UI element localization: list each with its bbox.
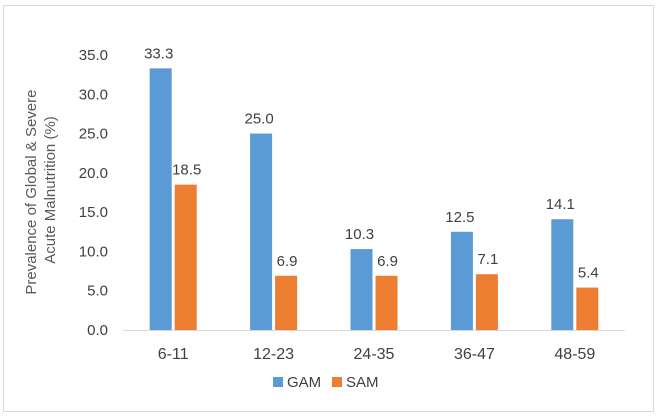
data-label-sam: 7.1	[477, 251, 498, 268]
bar-sam	[375, 275, 398, 330]
bar-gam	[149, 68, 172, 330]
y-tick-label: 20.0	[79, 165, 108, 182]
chart-frame	[3, 5, 654, 412]
data-label-gam: 14.1	[546, 196, 575, 213]
bar-sam	[475, 274, 498, 330]
data-label-gam: 12.5	[445, 209, 474, 226]
y-tick-label: 10.0	[79, 243, 108, 260]
bar-gam	[350, 249, 373, 330]
category-label: 24-35	[354, 346, 395, 363]
bar-gam	[551, 219, 574, 330]
data-label-sam: 6.9	[277, 253, 298, 270]
y-axis-title: Prevalence of Global & Severe Acute Maln…	[23, 85, 59, 295]
y-axis-ticks: 0.0 5.0 10.0 15.0 20.0 25.0 30.0 35.0	[79, 47, 108, 339]
data-label-gam: 33.3	[144, 45, 173, 62]
data-label-gam: 25.0	[244, 111, 273, 128]
data-label-sam: 6.9	[377, 253, 398, 270]
category-label: 48-59	[554, 346, 595, 363]
legend-label-sam: SAM	[346, 374, 379, 391]
category-labels: 6-11 12-23 24-35 36-47 48-59	[158, 346, 596, 363]
bar-sam	[275, 275, 298, 330]
y-tick-label: 35.0	[79, 47, 108, 64]
y-tick-label: 30.0	[79, 86, 108, 103]
y-axis-title-line-2: Acute Malnutrition (%)	[42, 116, 59, 264]
bar-gam	[450, 231, 473, 330]
data-label-sam: 18.5	[172, 162, 201, 179]
bar-sam	[576, 287, 599, 330]
data-label-gam: 10.3	[345, 226, 374, 243]
data-label-sam: 5.4	[578, 265, 599, 282]
category-label: 6-11	[158, 346, 189, 363]
y-tick-label: 5.0	[87, 283, 108, 300]
y-tick-label: 25.0	[79, 126, 108, 143]
y-tick-label: 0.0	[87, 322, 108, 339]
category-label: 36-47	[454, 346, 495, 363]
legend-label-gam: GAM	[287, 374, 321, 391]
y-axis-title-line-1: Prevalence of Global & Severe	[23, 90, 40, 295]
category-label: 12-23	[253, 346, 294, 363]
y-tick-label: 15.0	[79, 204, 108, 221]
svg-text:Prevalence of Global & Severe: Prevalence of Global & Severe Acute Maln…	[23, 85, 59, 294]
legend: GAM SAM	[273, 374, 379, 391]
legend-swatch-gam	[273, 377, 283, 387]
data-labels: 33.318.525.06.910.36.912.57.114.15.4	[144, 45, 599, 281]
bar-gam	[250, 133, 273, 330]
bars	[149, 68, 599, 330]
legend-swatch-sam	[332, 377, 342, 387]
bar-sam	[174, 184, 197, 330]
